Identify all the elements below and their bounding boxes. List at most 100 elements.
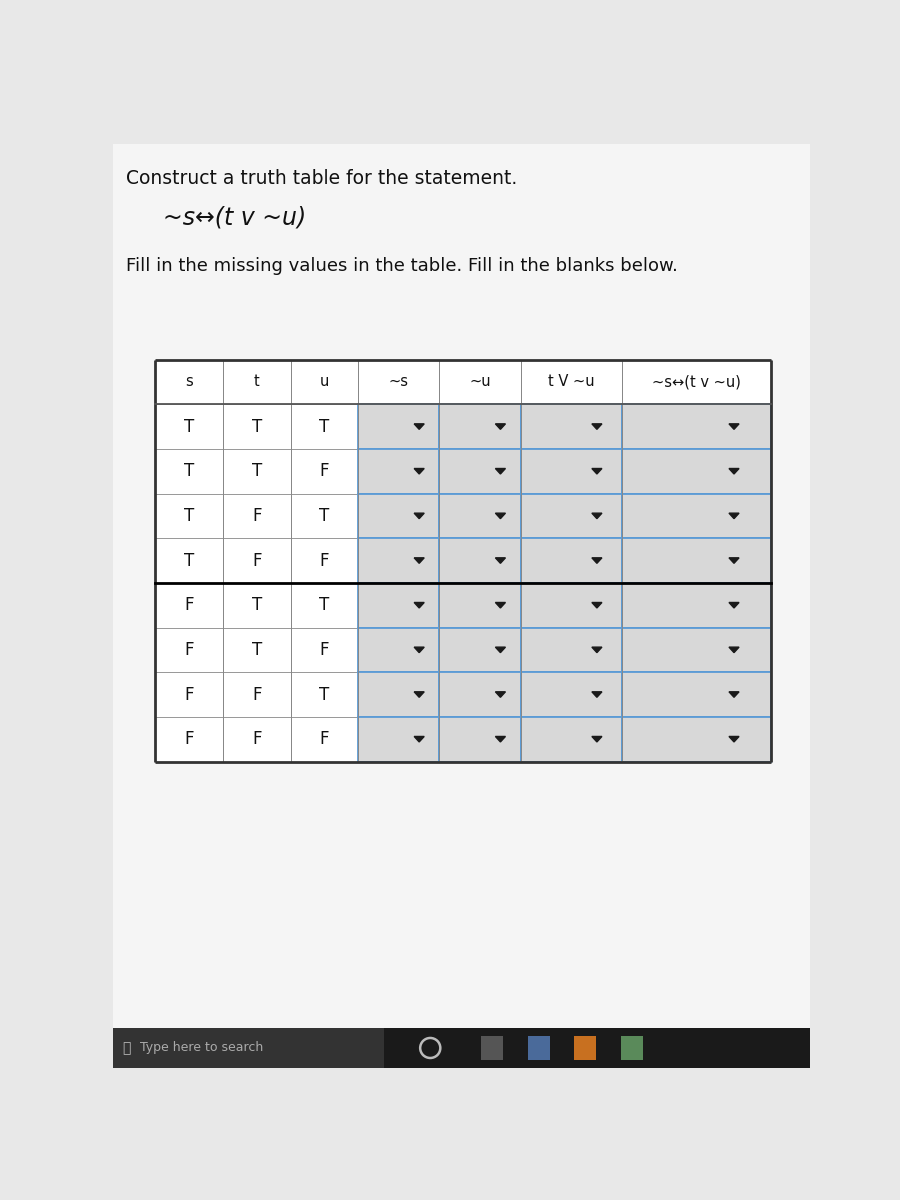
- Bar: [358, 716, 439, 762]
- Polygon shape: [729, 424, 739, 430]
- Text: ~s↔(t v ~u): ~s↔(t v ~u): [163, 205, 306, 229]
- Text: F: F: [184, 685, 194, 703]
- Polygon shape: [495, 468, 506, 474]
- Text: F: F: [184, 731, 194, 749]
- Text: T: T: [184, 462, 194, 480]
- Polygon shape: [495, 737, 506, 742]
- Bar: [439, 449, 521, 493]
- Polygon shape: [592, 602, 602, 608]
- Text: F: F: [252, 506, 261, 524]
- Bar: [621, 1037, 643, 1060]
- Bar: [622, 539, 771, 583]
- Text: F: F: [320, 552, 329, 570]
- Polygon shape: [414, 602, 424, 608]
- Polygon shape: [414, 424, 424, 430]
- Bar: [439, 716, 521, 762]
- Text: T: T: [184, 552, 194, 570]
- Polygon shape: [414, 737, 424, 742]
- Text: s: s: [185, 374, 193, 390]
- Polygon shape: [495, 558, 506, 563]
- Bar: [155, 539, 223, 583]
- Text: ~u: ~u: [469, 374, 491, 390]
- Polygon shape: [729, 737, 739, 742]
- Bar: [112, 1028, 810, 1068]
- Bar: [439, 672, 521, 716]
- Text: F: F: [252, 552, 261, 570]
- Text: Type here to search: Type here to search: [140, 1042, 263, 1055]
- Bar: [223, 404, 291, 449]
- Bar: [521, 672, 622, 716]
- Bar: [622, 583, 771, 628]
- Bar: [358, 404, 439, 449]
- Bar: [223, 583, 291, 628]
- Polygon shape: [592, 558, 602, 563]
- Bar: [155, 493, 223, 539]
- Text: F: F: [184, 641, 194, 659]
- Bar: [622, 404, 771, 449]
- Bar: [291, 583, 358, 628]
- Bar: [223, 628, 291, 672]
- Polygon shape: [495, 514, 506, 518]
- Text: F: F: [252, 685, 261, 703]
- Bar: [155, 449, 223, 493]
- Text: F: F: [184, 596, 194, 614]
- Polygon shape: [592, 737, 602, 742]
- Text: ~s: ~s: [389, 374, 409, 390]
- Bar: [291, 360, 358, 404]
- Bar: [223, 716, 291, 762]
- Text: T: T: [184, 506, 194, 524]
- Text: T: T: [320, 596, 329, 614]
- Bar: [482, 1037, 503, 1060]
- Text: F: F: [320, 641, 329, 659]
- Bar: [358, 493, 439, 539]
- Bar: [574, 1037, 596, 1060]
- Bar: [439, 628, 521, 672]
- Text: T: T: [252, 641, 262, 659]
- Bar: [358, 539, 439, 583]
- Bar: [521, 628, 622, 672]
- Polygon shape: [592, 424, 602, 430]
- Polygon shape: [592, 691, 602, 697]
- Text: T: T: [184, 418, 194, 436]
- Text: F: F: [320, 462, 329, 480]
- Bar: [223, 672, 291, 716]
- Polygon shape: [592, 647, 602, 653]
- Bar: [291, 672, 358, 716]
- Bar: [439, 493, 521, 539]
- Bar: [439, 583, 521, 628]
- Polygon shape: [414, 691, 424, 697]
- Text: F: F: [320, 731, 329, 749]
- Bar: [521, 539, 622, 583]
- Bar: [622, 628, 771, 672]
- Bar: [439, 360, 521, 404]
- Bar: [358, 628, 439, 672]
- Bar: [622, 493, 771, 539]
- Text: T: T: [320, 418, 329, 436]
- Bar: [622, 716, 771, 762]
- Polygon shape: [592, 468, 602, 474]
- Polygon shape: [495, 647, 506, 653]
- Bar: [358, 583, 439, 628]
- Polygon shape: [729, 602, 739, 608]
- Bar: [291, 539, 358, 583]
- Text: u: u: [320, 374, 329, 390]
- Polygon shape: [414, 514, 424, 518]
- Text: T: T: [252, 462, 262, 480]
- Bar: [622, 672, 771, 716]
- Bar: [622, 360, 771, 404]
- Polygon shape: [414, 558, 424, 563]
- Polygon shape: [729, 691, 739, 697]
- Text: T: T: [252, 596, 262, 614]
- Polygon shape: [495, 602, 506, 608]
- Text: t: t: [254, 374, 259, 390]
- Text: ⌕: ⌕: [122, 1040, 130, 1055]
- Bar: [223, 360, 291, 404]
- Bar: [155, 628, 223, 672]
- Polygon shape: [414, 468, 424, 474]
- Bar: [291, 716, 358, 762]
- Bar: [358, 672, 439, 716]
- Polygon shape: [729, 647, 739, 653]
- Bar: [155, 672, 223, 716]
- Bar: [521, 583, 622, 628]
- Bar: [439, 404, 521, 449]
